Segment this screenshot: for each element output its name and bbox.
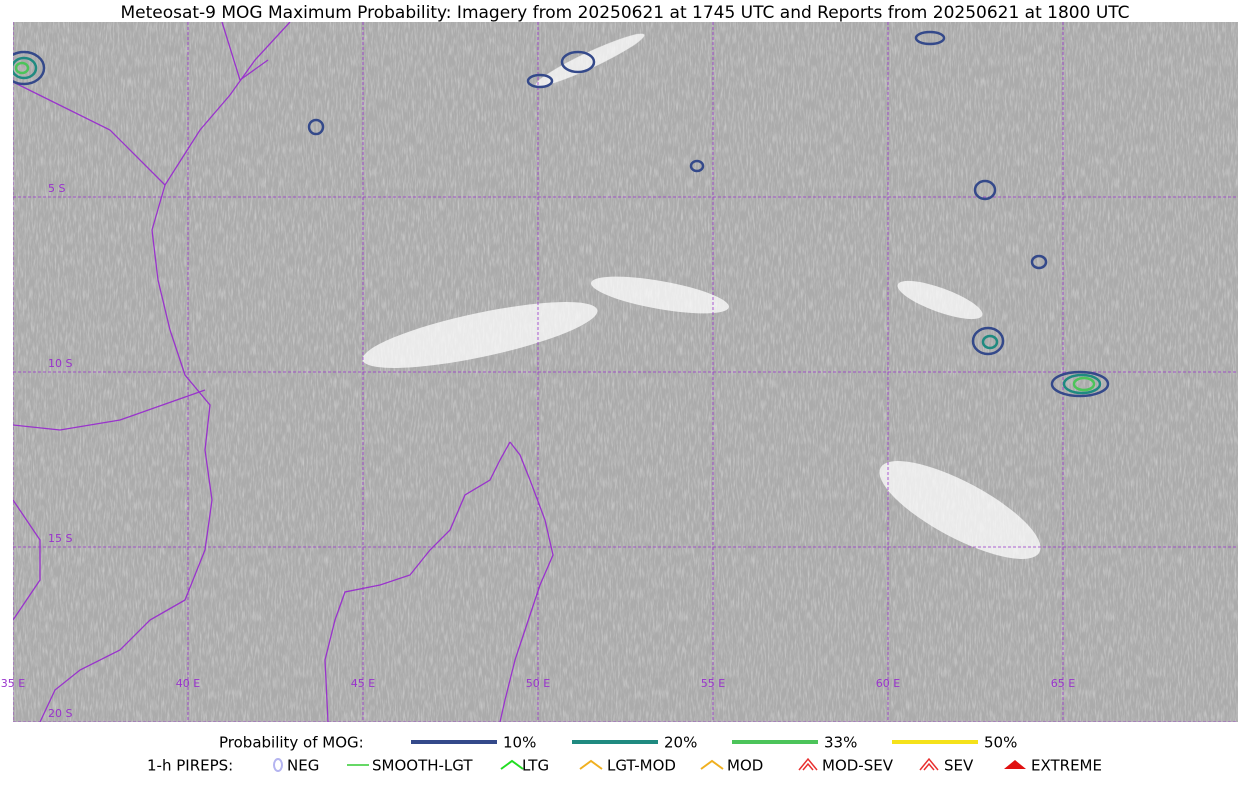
legend-label: 20% [664, 734, 697, 752]
latitude-label: 10 S [48, 357, 72, 370]
legend: Probability of MOG: 10% 20% 33% 50% 1-h PIREP… [147, 734, 1102, 775]
probability-contours [13, 30, 1110, 398]
graticule [13, 22, 1238, 722]
legend-label: NEG [287, 757, 319, 775]
map [13, 22, 1238, 722]
legend-symbol [700, 759, 724, 770]
longitude-label: 40 E [176, 677, 200, 690]
longitude-label: 55 E [701, 677, 725, 690]
legend-label: SMOOTH-LGT [372, 757, 473, 775]
cloud-features [362, 33, 1041, 559]
legend-label: LGT-MOD [607, 757, 676, 775]
legend-symbol [500, 759, 524, 770]
legend-symbol [919, 757, 939, 771]
longitude-label: 35 E [1, 677, 25, 690]
legend-symbol [579, 759, 603, 770]
coastlines [13, 22, 554, 722]
legend-label: MOD-SEV [822, 757, 894, 775]
latitude-label: 5 S [48, 182, 65, 195]
title: Meteosat-9 MOG Maximum Probability: Imag… [120, 3, 1129, 23]
longitude-label: 65 E [1051, 677, 1075, 690]
longitude-label: 50 E [526, 677, 550, 690]
legend-label: 50% [984, 734, 1017, 752]
legend-label: LTG [522, 757, 549, 775]
legend-label: SEV [944, 757, 974, 775]
legend-symbol [273, 758, 283, 772]
longitude-label: 60 E [876, 677, 900, 690]
legend-label: MOD [727, 757, 763, 775]
legend-title: 1-h PIREPS: [147, 757, 233, 775]
legend-symbol [1004, 760, 1026, 769]
legend-title: Probability of MOG: [219, 734, 364, 752]
legend-label: 10% [503, 734, 536, 752]
latitude-label: 20 S [48, 707, 72, 720]
legend-symbol [798, 757, 818, 771]
legend-label: EXTREME [1031, 757, 1102, 775]
latitude-label: 15 S [48, 532, 72, 545]
longitude-label: 45 E [351, 677, 375, 690]
legend-label: 33% [824, 734, 857, 752]
